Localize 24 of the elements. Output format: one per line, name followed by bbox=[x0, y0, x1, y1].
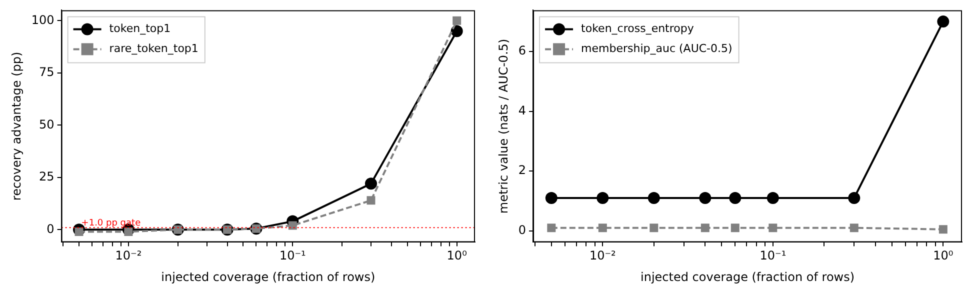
legend-label: token_top1 bbox=[109, 22, 171, 36]
y-tick-label: 25 bbox=[39, 170, 54, 184]
y-tick-label: 2 bbox=[518, 163, 526, 178]
legend-label: token_cross_entropy bbox=[581, 22, 694, 36]
x-tick-label: 10⁻¹ bbox=[760, 248, 786, 263]
y-tick-label: 0 bbox=[518, 222, 526, 237]
y-tick-label: 4 bbox=[518, 103, 526, 118]
x-tick-label: 10⁰ bbox=[446, 248, 468, 263]
legend-label: membership_auc (AUC-0.5) bbox=[581, 42, 732, 56]
y-tick-label: 50 bbox=[39, 117, 54, 132]
x-tick-label: 10⁻² bbox=[589, 248, 616, 263]
x-tick-label: 10⁻² bbox=[115, 248, 142, 263]
y-axis-title: recovery advantage (pp) bbox=[9, 52, 24, 201]
x-tick-label: 10⁻¹ bbox=[279, 248, 306, 263]
x-axis-title: injected coverage (fraction of rows) bbox=[640, 270, 855, 284]
y-tick-label: 0 bbox=[46, 222, 54, 236]
ref-line-label: +1.0 pp gate bbox=[81, 218, 142, 228]
y-tick-label: 100 bbox=[31, 12, 54, 27]
y-axis-title: metric value (nats / AUC-0.5) bbox=[496, 38, 510, 214]
x-axis-title: injected coverage (fraction of rows) bbox=[161, 270, 376, 284]
legend-label: rare_token_top1 bbox=[109, 42, 198, 56]
y-tick-label: 6 bbox=[518, 44, 526, 58]
y-tick-label: 75 bbox=[39, 65, 54, 80]
x-tick-label: 10⁰ bbox=[933, 248, 954, 263]
